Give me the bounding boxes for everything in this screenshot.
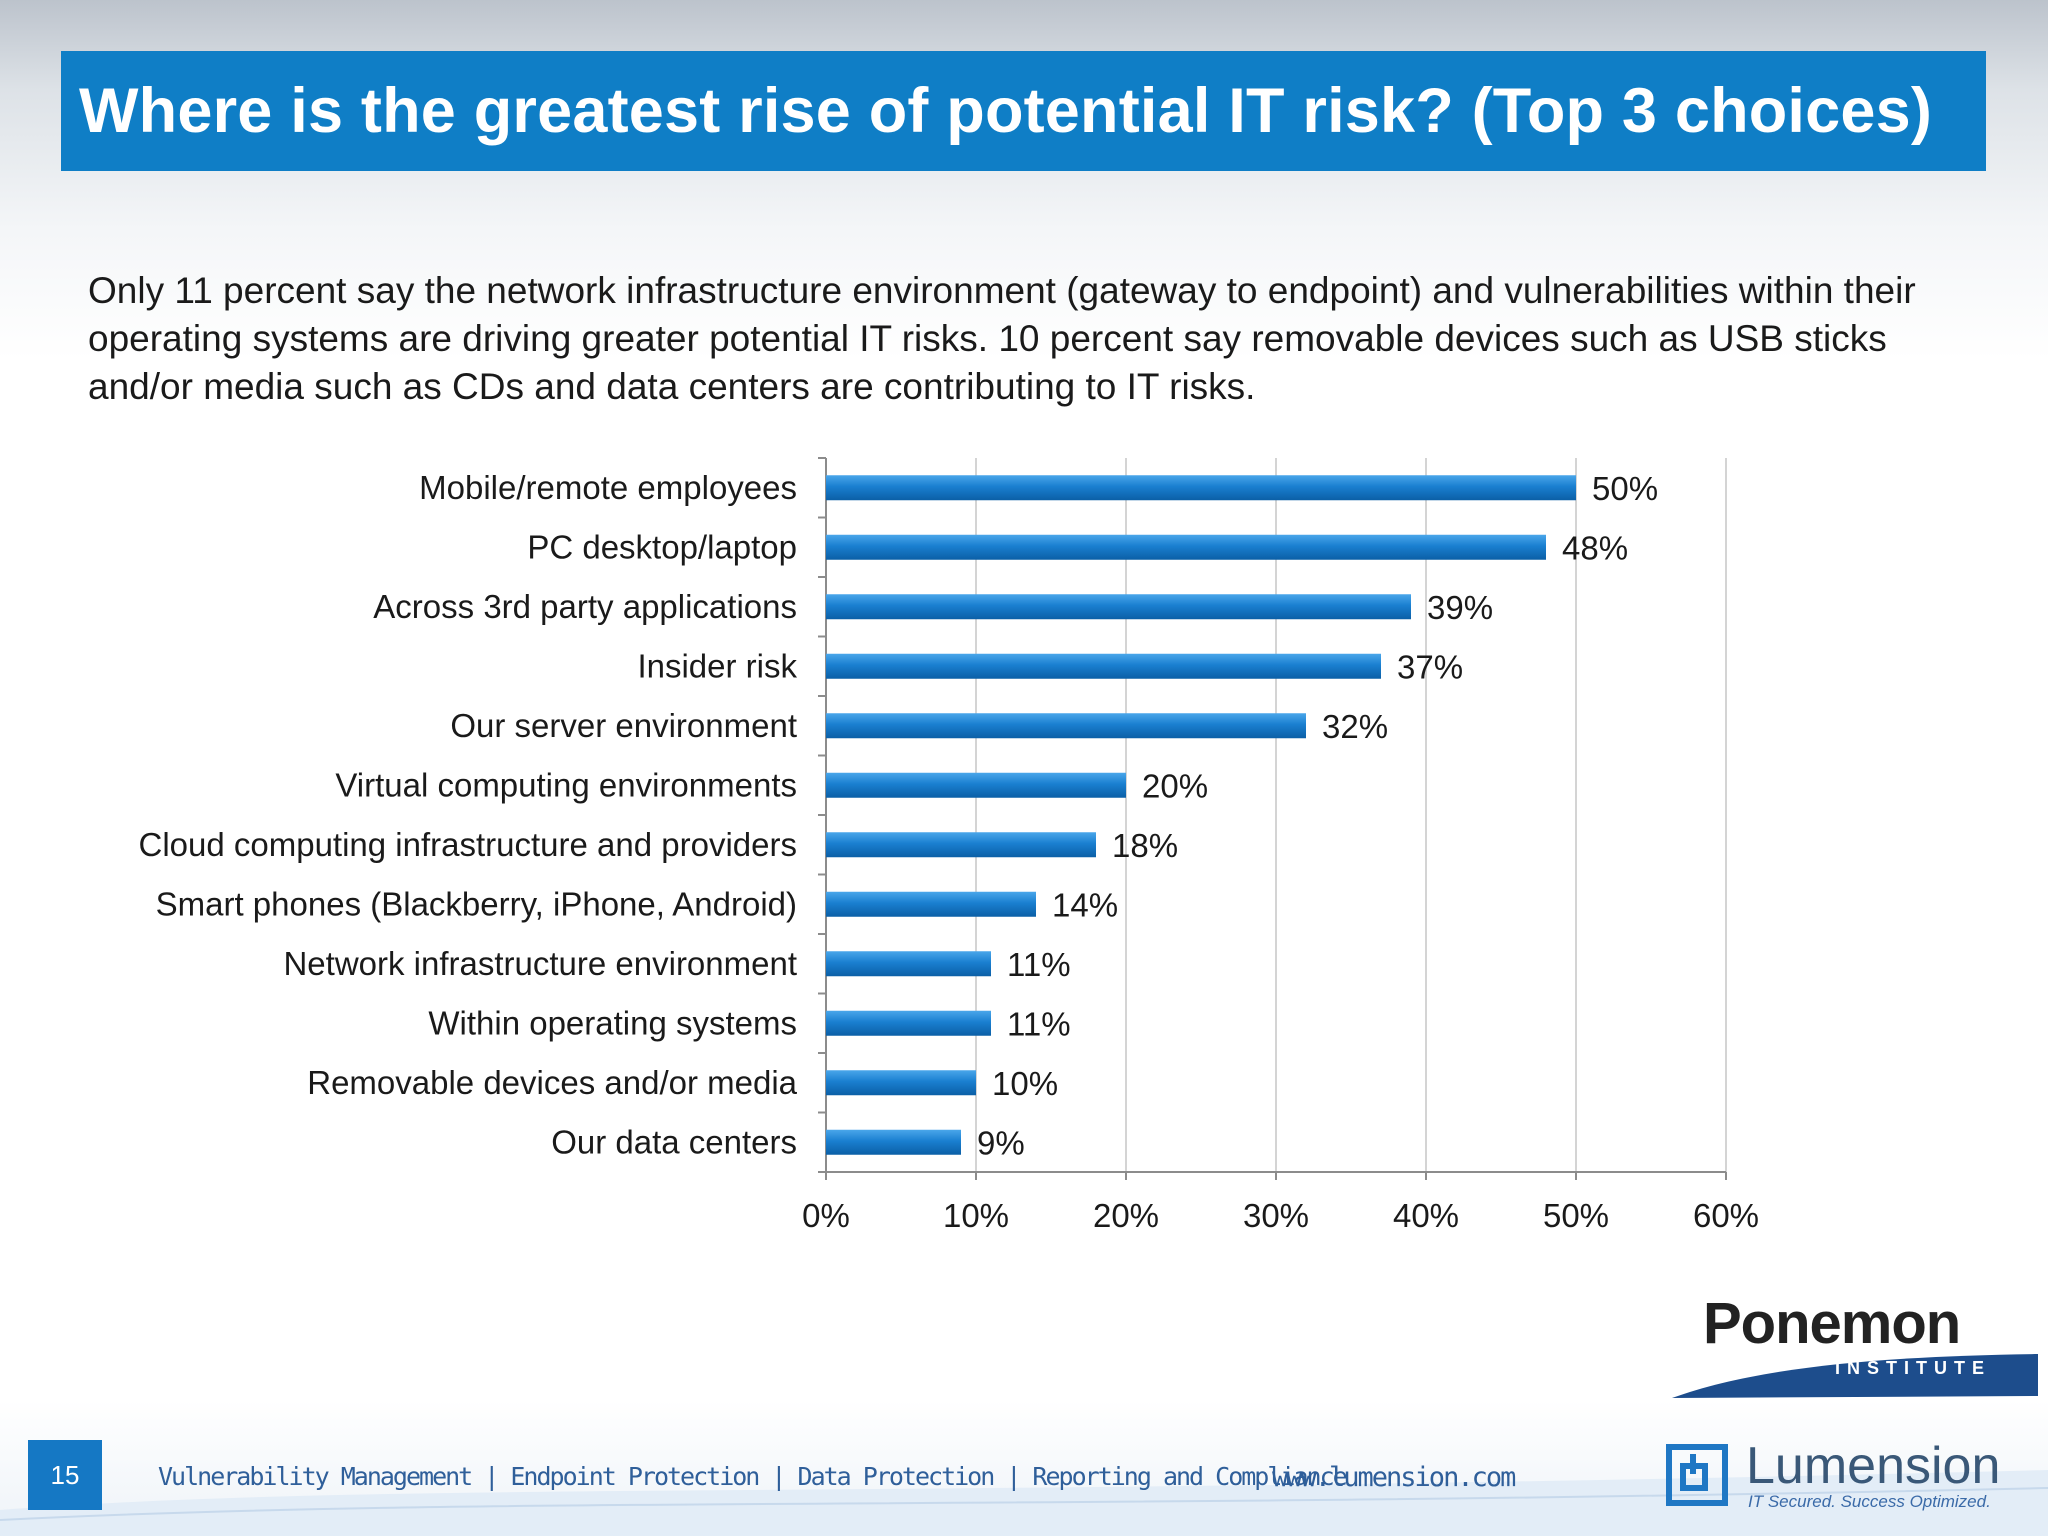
- x-tick-label: 20%: [1093, 1197, 1159, 1234]
- lumension-tagline: IT Secured. Success Optimized.: [1748, 1492, 1991, 1511]
- x-tick-label: 50%: [1543, 1197, 1609, 1234]
- category-label: Network infrastructure environment: [283, 945, 797, 982]
- category-label: Mobile/remote employees: [419, 469, 797, 506]
- x-tick-label: 30%: [1243, 1197, 1309, 1234]
- lumension-wordmark: Lumension: [1746, 1437, 2001, 1495]
- bar: [826, 534, 1546, 560]
- value-label: 48%: [1562, 529, 1628, 566]
- bar: [826, 1010, 991, 1036]
- x-tick-label: 10%: [943, 1197, 1009, 1234]
- category-label: Across 3rd party applications: [373, 588, 797, 625]
- labels: 0% 10% 20% 30% 40% 50% 60% Mobile/remote employ…: [138, 469, 1759, 1234]
- bars: [826, 475, 1576, 1155]
- bar-chart: 0% 10% 20% 30% 40% 50% 60% Mobile/remote employ…: [138, 457, 1759, 1234]
- category-label: Our server environment: [450, 707, 797, 744]
- ponemon-word-text: Ponemon: [1703, 1291, 1961, 1356]
- ponemon-swoosh-icon: [1672, 1354, 2038, 1398]
- footer-swoosh: [0, 1470, 2048, 1536]
- value-label: 11%: [1007, 946, 1071, 983]
- grid-lines: [975, 458, 1727, 1172]
- value-label: 39%: [1427, 589, 1493, 626]
- x-tick-label: 0%: [802, 1197, 850, 1234]
- ponemon-institute-text: INSTITUTE: [1835, 1358, 1991, 1378]
- value-label: 37%: [1397, 648, 1463, 685]
- slide-subtitle: Only 11 percent say the network infrastr…: [88, 270, 1916, 407]
- value-label: 9%: [977, 1124, 1025, 1161]
- category-label: Insider risk: [637, 647, 797, 684]
- bar: [826, 891, 1036, 917]
- axes: [818, 457, 1727, 1180]
- bar: [826, 1070, 976, 1096]
- category-label: PC desktop/laptop: [527, 528, 797, 565]
- slide-title: Where is the greatest rise of potential …: [79, 76, 1933, 146]
- category-label: Removable devices and/or media: [307, 1064, 797, 1101]
- bar: [826, 475, 1576, 501]
- footer-url[interactable]: www.lumension.com: [1272, 1462, 1516, 1493]
- lumension-mark-icon: [1666, 1444, 1728, 1506]
- category-label: Within operating systems: [428, 1004, 797, 1041]
- value-label: 10%: [992, 1065, 1058, 1102]
- value-label: 11%: [1007, 1005, 1071, 1042]
- value-label: 32%: [1322, 708, 1388, 745]
- category-label: Virtual computing environments: [335, 766, 797, 803]
- lumension-logo: Lumension IT Secured. Success Optimized.: [1662, 1437, 2022, 1530]
- bar: [826, 951, 991, 977]
- value-label: 18%: [1112, 827, 1178, 864]
- page-number: 15: [28, 1440, 102, 1510]
- x-tick-label: 40%: [1393, 1197, 1459, 1234]
- ponemon-logo: Ponemon INSTITUTE: [1670, 1290, 2040, 1400]
- bar: [826, 594, 1411, 620]
- value-label: 14%: [1052, 886, 1118, 923]
- footer-tagline: Vulnerability Management | Endpoint Prot…: [158, 1462, 1348, 1491]
- ponemon-wordmark: Ponemon: [1703, 1290, 1961, 1357]
- title-bar: Where is the greatest rise of potential …: [61, 51, 1986, 171]
- value-label: 20%: [1142, 767, 1208, 804]
- bar: [826, 713, 1306, 739]
- bar: [826, 1129, 961, 1155]
- bar: [826, 772, 1126, 798]
- x-tick-label: 60%: [1693, 1197, 1759, 1234]
- bar: [826, 832, 1096, 858]
- category-label: Smart phones (Blackberry, iPhone, Androi…: [156, 885, 797, 922]
- bar: [826, 653, 1381, 679]
- value-label: 50%: [1592, 470, 1658, 507]
- category-label: Our data centers: [551, 1123, 797, 1160]
- category-label: Cloud computing infrastructure and provi…: [138, 826, 797, 863]
